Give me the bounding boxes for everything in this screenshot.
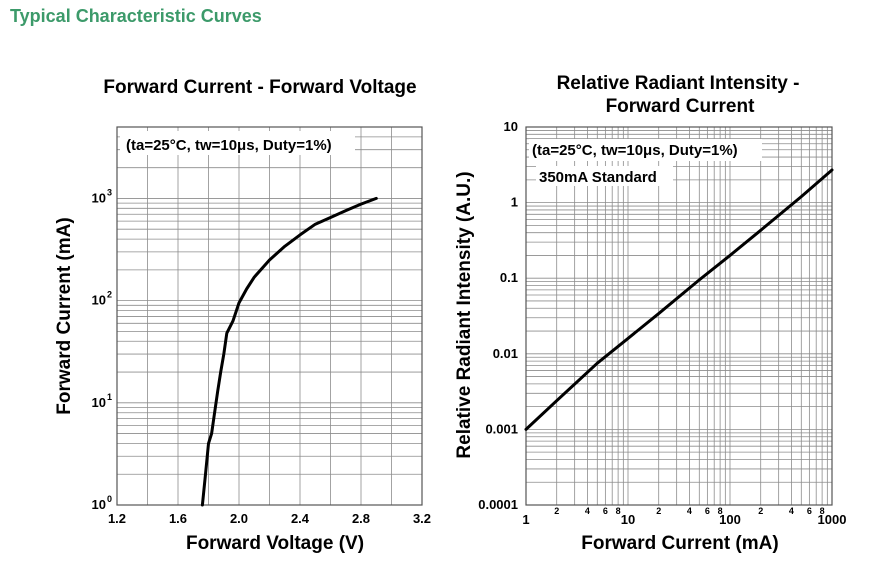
chart1-y-axis-label: Forward Current (mA): [54, 217, 75, 414]
chart2-x-minor-tick: 6: [807, 506, 812, 516]
chart1-y-tick-exp: 0: [107, 494, 112, 504]
chart2-x-tick: 1: [522, 512, 529, 527]
chart1-plot-frame: [116, 126, 423, 506]
chart2-x-minor-tick: 2: [656, 506, 661, 516]
chart1-y-tick-exp: 1: [107, 392, 112, 402]
chart1-x-axis-label: Forward Voltage (V): [186, 533, 364, 554]
chart2-y-tick: 1: [511, 195, 518, 210]
chart2-x-axis-label: Forward Current (mA): [581, 533, 778, 554]
chart2-x-minor-tick: 8: [616, 506, 621, 516]
chart2-x-minor-tick: 8: [718, 506, 723, 516]
chart1-x-tick: 2.8: [352, 511, 370, 526]
chart1-y-tick-exp: 3: [107, 187, 112, 197]
chart2-y-tick: 0.0001: [478, 497, 518, 512]
chart1-note-box: [120, 131, 355, 155]
page-heading: Typical Characteristic Curves: [10, 6, 262, 26]
chart2-x-tick: 10: [621, 512, 635, 527]
chart1-y-tick: 10: [92, 497, 106, 512]
chart2-x-tick: 100: [719, 512, 741, 527]
chart1-y-tick: 10: [92, 293, 106, 308]
chart2-x-minor-tick: 6: [705, 506, 710, 516]
chart2-y-tick: 0.01: [493, 346, 518, 361]
chart2-note2-box: [536, 166, 673, 186]
chart2-note2: 350mA Standard: [539, 169, 657, 186]
chart1-y-tick: 10: [92, 190, 106, 205]
chart2-y-axis-label: Relative Radiant Intensity (A.U.): [454, 171, 475, 458]
chart1-note: (ta=25°C, tw=10μs, Duty=1%): [126, 137, 332, 154]
chart1-x-tick: 2.0: [230, 511, 248, 526]
chart2-x-minor-tick: 2: [758, 506, 763, 516]
chart1-y-tick-exp: 2: [107, 290, 112, 300]
chart2-x-minor-tick: 4: [687, 506, 692, 516]
chart2-plot-frame: [525, 126, 833, 506]
chart1-series-line: [200, 196, 378, 507]
chart2-title-line1: Relative Radiant Intensity -: [557, 73, 800, 94]
chart2-x-minor-tick: 6: [603, 506, 608, 516]
chart1-x-tick: 2.4: [291, 511, 310, 526]
chart1-y-tick: 10: [92, 395, 106, 410]
chart1-title: Forward Current - Forward Voltage: [103, 77, 416, 98]
chart2-x-minor-tick: 4: [789, 506, 794, 516]
chart2-y-tick: 0.001: [485, 421, 518, 436]
chart1-x-tick: 1.6: [169, 511, 187, 526]
chart2-x-minor-tick: 4: [585, 506, 590, 516]
chart2-y-tick: 0.1: [500, 270, 518, 285]
chart2-note-box: [529, 139, 762, 161]
chart1-grid: [117, 126, 422, 505]
chart2-x-tick: 1000: [818, 512, 847, 527]
chart1-x-tick: 3.2: [413, 511, 431, 526]
chart2-y-tick: 10: [504, 119, 518, 134]
chart2-title-line2: Forward Current: [606, 96, 756, 117]
chart2-note: (ta=25°C, tw=10μs, Duty=1%): [532, 142, 738, 159]
chart1-x-tick: 1.2: [108, 511, 126, 526]
chart2-x-minor-tick: 2: [554, 506, 559, 516]
chart2-x-minor-tick: 8: [820, 506, 825, 516]
chart2-series-line: [524, 168, 834, 431]
